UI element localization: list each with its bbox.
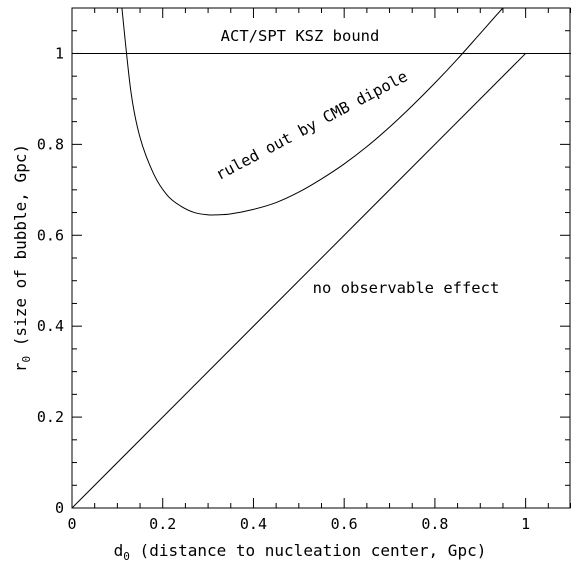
y-axis-label: r0 (size of bubble, Gpc)	[11, 144, 33, 372]
tick-labels: 0 0.2 0.4 0.6 0.8 1 0 0.2 0.4 0.6 0.8 1	[37, 44, 530, 533]
x-tick-label: 0.6	[331, 515, 358, 533]
y-tick-label: 0.8	[37, 135, 64, 153]
y-tick-label: 0.2	[37, 408, 64, 426]
y-tick-label: 1	[55, 44, 64, 62]
x-tick-label: 0.2	[149, 515, 176, 533]
annotation-act-spt: ACT/SPT KSZ bound	[221, 27, 380, 45]
annotation-no-effect: no observable effect	[313, 279, 500, 297]
x-tick-label: 1	[521, 515, 530, 533]
x-tick-label: 0.8	[421, 515, 448, 533]
y-tick-label: 0	[55, 499, 64, 517]
x-axis-label: d0 (distance to nucleation center, Gpc)	[114, 541, 487, 563]
x-tick-label: 0	[67, 515, 76, 533]
y-tick-label: 0.6	[37, 226, 64, 244]
annotation-cmb-dipole: ruled out by CMB dipole	[213, 67, 411, 184]
observable-boundary-line	[72, 53, 526, 508]
y-tick-label: 0.4	[37, 317, 64, 335]
series-group	[72, 8, 571, 508]
x-tick-label: 0.4	[240, 515, 267, 533]
cmb-dipole-curve	[121, 8, 504, 216]
